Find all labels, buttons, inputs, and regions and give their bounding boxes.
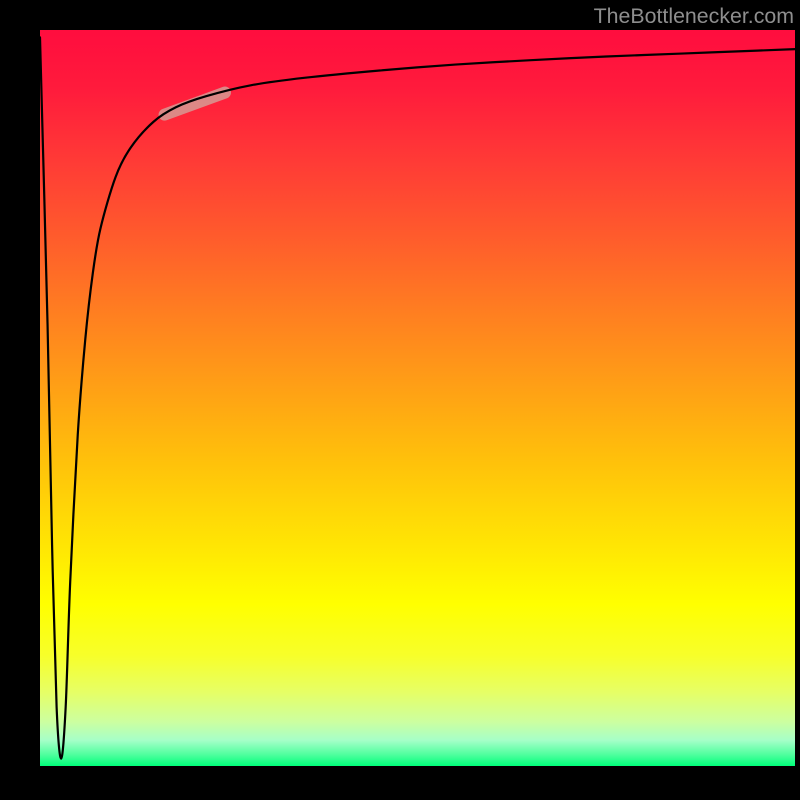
bottleneck-curve	[40, 37, 795, 758]
plot-area	[40, 30, 795, 766]
highlight-segment	[165, 93, 225, 115]
chart-container: { "attribution": { "text": "TheBottlenec…	[0, 0, 800, 800]
curve-layer	[40, 30, 795, 766]
attribution-label: TheBottlenecker.com	[594, 4, 794, 29]
